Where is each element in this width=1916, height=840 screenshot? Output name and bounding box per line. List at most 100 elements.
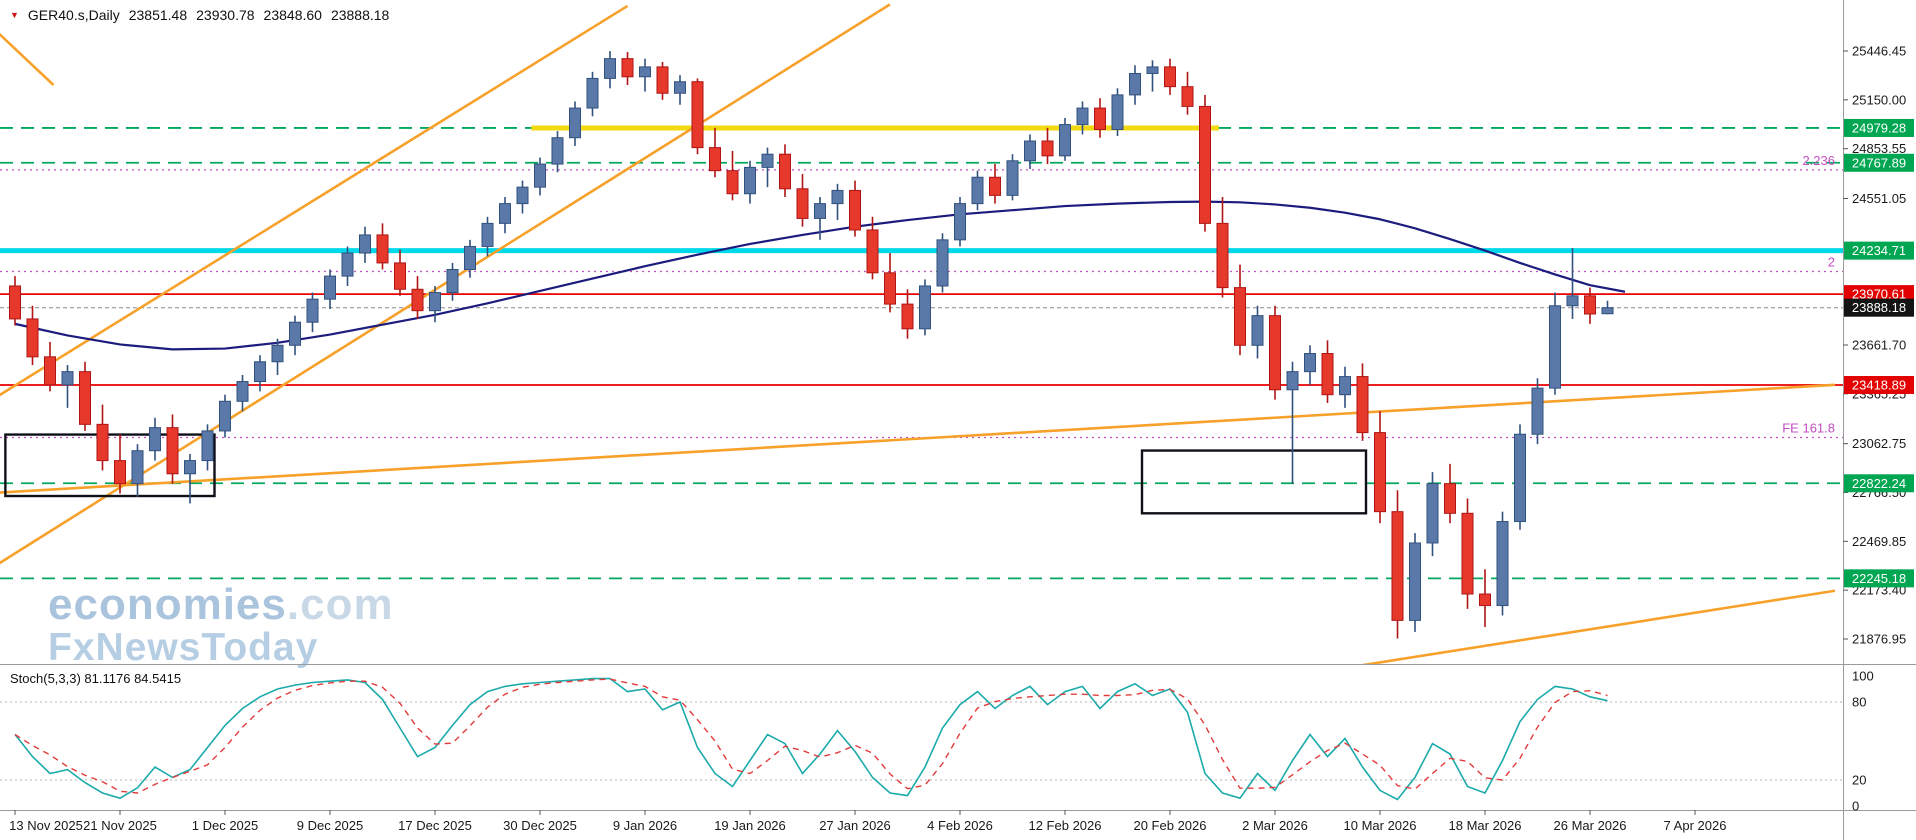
candle-body [1286, 371, 1299, 391]
candle-body [1234, 287, 1246, 346]
candle-body [796, 188, 809, 219]
price-tick-label: 23661.70 [1852, 338, 1906, 353]
date-tick-label: 18 Mar 2026 [1449, 818, 1522, 833]
candle-body [1199, 105, 1211, 224]
candle-body [1601, 307, 1614, 315]
candle-body [1339, 376, 1351, 396]
ohlc-open: 23851.48 [128, 7, 188, 23]
svg-text:24234.71: 24234.71 [1852, 243, 1906, 258]
candle-body [779, 153, 791, 190]
candle-body [621, 58, 634, 78]
date-tick-label: 26 Mar 2026 [1554, 818, 1627, 833]
price-level-badge: 23970.61 [1844, 285, 1914, 304]
orange-trendline [0, 4, 629, 397]
candle-body [1514, 433, 1526, 523]
candle-body [936, 239, 949, 287]
candle-body [1584, 295, 1596, 315]
annotation-box [4, 433, 216, 498]
price-tick-label: 22469.85 [1852, 534, 1906, 549]
watermark-brand: economies.com [48, 580, 394, 629]
ohlc-close: 23888.18 [330, 7, 390, 23]
candle-body [394, 262, 406, 290]
date-tick-label: 13 Nov 2025 [9, 818, 83, 833]
candle-body [604, 58, 616, 79]
svg-text:24979.28: 24979.28 [1852, 120, 1906, 135]
candle-body [1356, 376, 1369, 434]
price-tick-label: 24551.05 [1852, 191, 1906, 206]
candle-body [341, 252, 354, 277]
symbol-marker-icon[interactable]: ▼ [10, 9, 19, 20]
date-tick-label: 17 Dec 2025 [398, 818, 472, 833]
candle-body [289, 321, 301, 346]
fibonacci-level-label: 2.236 [1802, 153, 1835, 168]
svg-text:22822.24: 22822.24 [1852, 476, 1906, 491]
candle-body [919, 285, 931, 330]
price-level-badge: 22245.18 [1844, 569, 1914, 588]
candle-body [849, 189, 861, 231]
candle-body [656, 66, 669, 94]
candle-body [131, 450, 144, 485]
candle-body [1059, 124, 1071, 157]
candle-body [201, 430, 214, 462]
candle-body [96, 423, 109, 462]
candle-body [709, 147, 721, 172]
watermark: economies.com FxNewsToday [48, 582, 394, 668]
svg-text:23888.18: 23888.18 [1852, 300, 1906, 315]
candle-body [1111, 94, 1124, 130]
orange-trendline [0, 32, 55, 86]
price-level-badge: 24979.28 [1844, 118, 1914, 137]
annotation-box [1140, 449, 1368, 515]
candle-body [429, 292, 441, 312]
candle-body [1461, 512, 1474, 595]
candle-body [236, 381, 249, 402]
candle-body [166, 427, 179, 475]
stochastic-d-line [14, 678, 1608, 794]
candle-body [324, 275, 336, 300]
candle-body [1024, 140, 1036, 162]
stochastic-k-line [14, 677, 1608, 801]
price-tick-label: 21876.95 [1852, 632, 1906, 647]
candle-body [866, 229, 879, 274]
candle-body [1391, 511, 1404, 621]
candle-body [691, 81, 704, 149]
stochastic-scale-label: 20 [1852, 773, 1866, 788]
stochastic-layer [0, 677, 1843, 801]
candle-body [26, 318, 39, 358]
date-tick-label: 10 Mar 2026 [1344, 818, 1417, 833]
candle-body [1426, 483, 1439, 544]
candle-body [1251, 315, 1264, 346]
candle-body [306, 298, 319, 323]
candle-body [1041, 140, 1054, 157]
price-tick-label: 25446.45 [1852, 44, 1906, 59]
price-level-badge: 22822.24 [1844, 474, 1914, 493]
moving-average-line [14, 200, 1626, 351]
candle-body [359, 234, 371, 254]
main-plot-layer: 2.236 2 FE 161.8 [0, 3, 1843, 664]
date-tick-label: 7 Apr 2026 [1664, 818, 1727, 833]
candle-body [1304, 353, 1316, 373]
candle-body [79, 371, 91, 425]
candle-body [726, 170, 739, 195]
ohlc-low: 23848.60 [263, 7, 322, 23]
candle-body [901, 303, 914, 330]
candle-body [516, 186, 529, 205]
time-axis[interactable]: 13 Nov 2025 21 Nov 2025 1 Dec 2025 9 Dec 20… [9, 810, 1726, 833]
date-tick-label: 30 Dec 2025 [503, 818, 577, 833]
candle-body [551, 137, 564, 165]
candle-body [814, 203, 826, 219]
stochastic-indicator-label: Stoch(5,3,3) 81.1176 84.5415 [10, 671, 182, 686]
candle-body [219, 400, 231, 432]
candle-body [954, 203, 966, 241]
candle-body [114, 460, 126, 485]
date-tick-label: 27 Jan 2026 [819, 818, 891, 833]
candle-body [1164, 66, 1176, 88]
date-tick-label: 4 Feb 2026 [927, 818, 993, 833]
candle-body [971, 176, 984, 205]
candle-body [481, 222, 494, 247]
candle-body [1531, 387, 1544, 435]
candle-body [534, 163, 546, 188]
price-level-badge: 23418.89 [1844, 375, 1914, 394]
price-tick-label: 25150.00 [1852, 92, 1906, 107]
